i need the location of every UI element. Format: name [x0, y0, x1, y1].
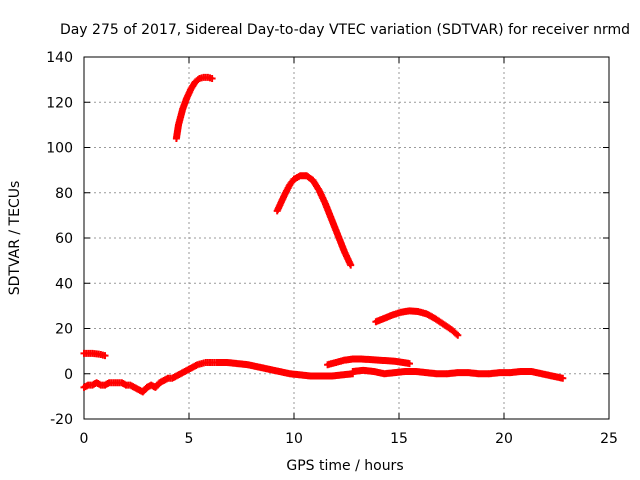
plot-frame	[83, 56, 610, 420]
y-tick-label: 20	[55, 322, 73, 338]
data-point	[208, 74, 216, 82]
data-point	[177, 368, 187, 378]
data-point	[191, 76, 202, 86]
data-point	[559, 374, 567, 382]
data-point	[84, 381, 94, 389]
data-point	[97, 351, 107, 359]
x-tick-label: 10	[285, 431, 303, 447]
data-point	[93, 379, 103, 388]
x-tick-label: 5	[185, 431, 194, 447]
data-point	[196, 74, 206, 82]
data-series-arc-7	[212, 358, 357, 380]
data-point	[101, 352, 109, 360]
data-point	[168, 373, 179, 382]
data-point	[122, 381, 132, 389]
data-point	[172, 371, 183, 380]
data-point	[80, 382, 91, 391]
data-series-arc-5	[80, 349, 109, 360]
data-point	[88, 349, 98, 358]
data-series-arc-4	[324, 355, 413, 369]
y-tick-label: 140	[46, 50, 73, 66]
y-tick-label: 100	[46, 141, 73, 157]
data-points	[80, 73, 567, 396]
data-point	[193, 360, 203, 369]
data-point	[88, 380, 99, 389]
data-point	[130, 383, 141, 393]
x-axis-title: GPS time / hours	[286, 458, 403, 474]
data-series-arc-8	[349, 366, 567, 382]
data-point	[200, 73, 210, 81]
data-point	[135, 386, 145, 395]
x-tick-label: 25	[600, 431, 618, 447]
data-point	[204, 73, 214, 82]
axis-ticks: 0 5 10 15 20 25 -20 0 20 40 60 80 100 120 140	[46, 50, 618, 447]
y-tick-label: -20	[50, 412, 73, 428]
data-point	[114, 379, 124, 387]
data-point	[347, 261, 355, 269]
data-point	[202, 358, 212, 366]
data-point	[406, 360, 413, 368]
data-point	[185, 364, 196, 373]
data-point	[322, 200, 335, 222]
data-series-arc-1	[172, 73, 216, 142]
data-series-arc-2	[273, 172, 355, 269]
y-tick-label: 0	[64, 367, 73, 383]
data-point	[101, 380, 112, 389]
data-point	[198, 359, 208, 368]
y-tick-label: 120	[46, 95, 73, 111]
data-point	[334, 232, 348, 254]
data-point	[189, 361, 200, 371]
data-point	[454, 331, 462, 339]
data-point	[105, 379, 115, 387]
data-point	[286, 177, 297, 189]
data-point	[97, 381, 107, 389]
x-tick-label: 0	[80, 431, 89, 447]
data-point	[118, 379, 129, 388]
data-point	[147, 381, 158, 391]
chart-title: Day 275 of 2017, Sidereal Day-to-day VTE…	[60, 22, 630, 38]
x-tick-label: 15	[390, 431, 408, 447]
data-point	[151, 380, 163, 391]
data-point	[160, 375, 171, 385]
data-point	[206, 358, 216, 366]
y-tick-label: 40	[55, 276, 73, 292]
y-axis-title: SDTVAR / TECUs	[7, 181, 23, 296]
data-point	[156, 377, 166, 387]
data-point	[84, 349, 94, 357]
data-point	[164, 374, 174, 382]
x-tick-label: 20	[495, 431, 513, 447]
data-point	[143, 382, 154, 391]
y-tick-label: 60	[55, 231, 73, 247]
data-point	[109, 379, 119, 387]
data-point	[328, 216, 342, 238]
data-point	[126, 381, 137, 391]
data-point	[80, 349, 90, 357]
grid-layer	[84, 57, 609, 419]
data-point	[139, 384, 150, 396]
data-point	[181, 366, 192, 375]
data-series-arc-3	[372, 307, 462, 339]
data-point	[93, 350, 103, 358]
data-point	[448, 326, 461, 338]
data-series-arc-6	[80, 358, 218, 396]
y-tick-label: 80	[55, 186, 73, 202]
